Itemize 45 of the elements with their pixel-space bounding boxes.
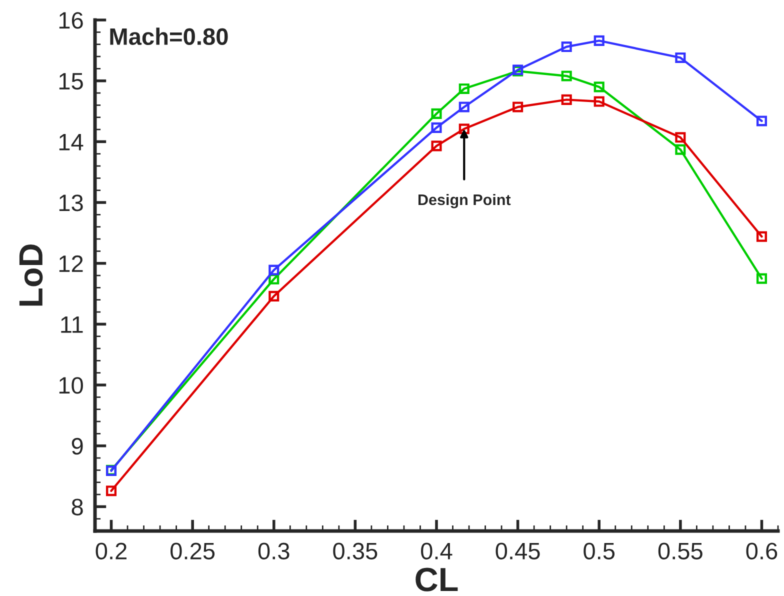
point (431, 108, 442, 119)
y-tick-label: 9 (72, 438, 83, 455)
x-tick-label: 0.35 (333, 542, 378, 560)
x-tick-label: 0.55 (658, 542, 702, 560)
y-tick-label: 10 (59, 377, 83, 394)
point (268, 274, 280, 284)
point (756, 273, 768, 284)
x-tick-label: 0.4 (421, 542, 452, 560)
point (561, 41, 572, 52)
point (561, 70, 572, 82)
point (594, 35, 604, 46)
point (268, 264, 280, 276)
y-tick-label: 15 (59, 73, 83, 90)
x-tick-label: 0.25 (170, 542, 215, 560)
point (431, 140, 442, 152)
point (458, 124, 470, 134)
point (561, 94, 572, 105)
y-tick-label: 8 (72, 498, 83, 516)
point (675, 144, 686, 155)
y-tick-label: 11 (61, 316, 83, 333)
y-tick-label: 13 (59, 194, 83, 212)
y-tick-label: 12 (59, 255, 83, 272)
point (756, 231, 768, 242)
annotation: Design Point (418, 194, 511, 208)
x-tick-label: 0.6 (746, 542, 778, 560)
y-tick-label: 16 (59, 12, 83, 29)
annotation: Mach=0.80 (110, 28, 228, 46)
point (458, 83, 470, 94)
x-tick-label: 0.5 (584, 542, 615, 560)
point (458, 102, 470, 112)
y-axis-title: LoD (19, 244, 43, 306)
x-tick-label: 0.2 (96, 542, 126, 560)
x-tick-label: 0.45 (496, 542, 540, 560)
y-tick-label: 14 (59, 134, 84, 150)
point (756, 116, 768, 126)
point (594, 96, 604, 107)
x-tick-label: 0.3 (258, 542, 290, 560)
point (431, 122, 442, 133)
point (675, 132, 686, 143)
x-axis-title: CL (416, 568, 458, 592)
point (675, 52, 686, 63)
point (512, 102, 524, 112)
point (594, 82, 604, 92)
point (268, 290, 280, 302)
point (106, 486, 117, 496)
